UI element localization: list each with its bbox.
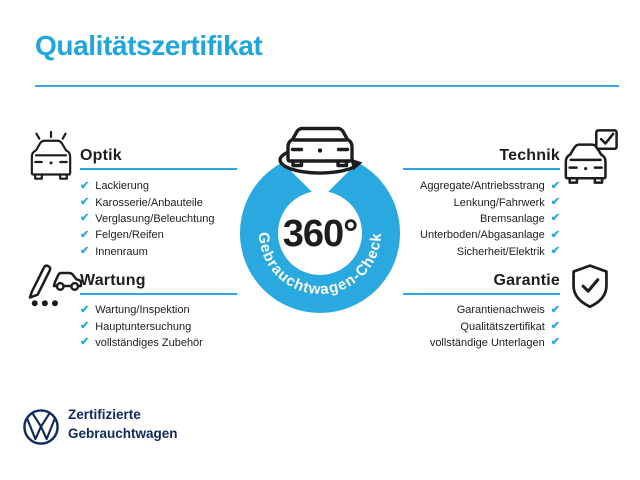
footer-brand-text: Zertifizierte Gebrauchtwagen [68, 406, 178, 443]
section-rule-technik [403, 168, 560, 170]
check-icon: ✔ [550, 303, 560, 316]
section-title-wartung: Wartung [80, 272, 146, 289]
footer-line2: Gebrauchtwagen [68, 425, 178, 441]
car-checkbox-icon [564, 129, 618, 184]
garantie-list: ✔ Garantienachweis ✔ Qualitätszertifikat… [430, 302, 560, 351]
section-title-garantie: Garantie [493, 272, 560, 289]
item-label: vollständige Unterlagen [429, 336, 545, 349]
check-icon: ✔ [80, 228, 90, 241]
list-item: ✔ vollständiges Zubehör [80, 335, 203, 351]
list-item: ✔ Lackierung [80, 178, 214, 194]
list-item: ✔ Unterboden/Abgasanlage [420, 227, 560, 243]
check-icon: ✔ [80, 245, 90, 258]
list-item: ✔ Verglasung/Beleuchtung [80, 211, 214, 227]
section-rule-wartung [80, 293, 237, 295]
section-title-optik: Optik [80, 147, 122, 164]
item-label: Lenkung/Fahrwerk [453, 196, 545, 209]
check-icon: ✔ [550, 196, 560, 209]
360-check-badge: Gebrauchtwagen-Check 360° [240, 126, 400, 313]
list-item: ✔ Karosserie/Anbauteile [80, 194, 214, 210]
check-icon: ✔ [550, 179, 560, 192]
section-rule-garantie [403, 293, 560, 295]
item-label: Karosserie/Anbauteile [95, 196, 203, 209]
check-icon: ✔ [550, 212, 560, 225]
list-item: ✔ Hauptuntersuchung [80, 318, 203, 334]
list-item: ✔ vollständige Unterlagen [430, 335, 560, 351]
check-icon: ✔ [80, 212, 90, 225]
check-icon: ✔ [80, 196, 90, 209]
list-item: ✔ Bremsanlage [420, 211, 560, 227]
optik-list: ✔ Lackierung ✔ Karosserie/Anbauteile ✔ V… [80, 178, 214, 260]
footer-line1: Zertifizierte [68, 407, 141, 422]
list-item: ✔ Sicherheit/Elektrik [420, 244, 560, 260]
list-item: ✔ Qualitätszertifikat [430, 318, 560, 334]
check-icon: ✔ [80, 320, 90, 333]
section-rule-optik [80, 168, 237, 170]
list-item: ✔ Wartung/Inspektion [80, 302, 203, 318]
page-title: Qualitätszertifikat [35, 30, 263, 61]
center-value: 360° [283, 213, 358, 255]
check-icon: ✔ [550, 245, 560, 258]
vw-logo [23, 409, 59, 445]
item-label: Aggregate/Antriebsstrang [420, 180, 545, 193]
check-icon: ✔ [550, 336, 560, 349]
check-icon: ✔ [550, 228, 560, 241]
check-icon: ✔ [80, 303, 90, 316]
shield-check-icon [572, 264, 608, 309]
item-label: Garantienachweis [456, 304, 545, 317]
check-icon: ✔ [80, 336, 90, 349]
list-item: ✔ Innenraum [80, 244, 214, 260]
item-label: Bremsanlage [479, 212, 545, 225]
item-label: Lackierung [95, 180, 150, 193]
item-label: Innenraum [95, 245, 148, 258]
item-label: Hauptuntersuchung [95, 320, 192, 333]
item-label: Verglasung/Beleuchtung [95, 212, 215, 225]
car-rotate-icon [278, 126, 363, 175]
technik-list: ✔ Aggregate/Antriebsstrang ✔ Lenkung/Fah… [420, 178, 560, 260]
service-checklist-icon [28, 264, 82, 307]
list-item: ✔ Garantienachweis [430, 302, 560, 318]
item-label: Qualitätszertifikat [460, 320, 545, 333]
wartung-list: ✔ Wartung/Inspektion ✔ Hauptuntersuchung… [80, 302, 203, 351]
item-label: Sicherheit/Elektrik [456, 245, 545, 258]
car-shine-icon [30, 130, 72, 180]
list-item: ✔ Felgen/Reifen [80, 227, 214, 243]
item-label: Felgen/Reifen [95, 229, 164, 242]
check-icon: ✔ [80, 179, 90, 192]
item-label: Unterboden/Abgasanlage [420, 229, 545, 242]
item-label: vollständiges Zubehör [95, 336, 203, 349]
item-label: Wartung/Inspektion [95, 304, 190, 317]
list-item: ✔ Lenkung/Fahrwerk [420, 194, 560, 210]
section-title-technik: Technik [499, 147, 560, 164]
title-underline [35, 85, 619, 87]
list-item: ✔ Aggregate/Antriebsstrang [420, 178, 560, 194]
check-icon: ✔ [550, 320, 560, 333]
